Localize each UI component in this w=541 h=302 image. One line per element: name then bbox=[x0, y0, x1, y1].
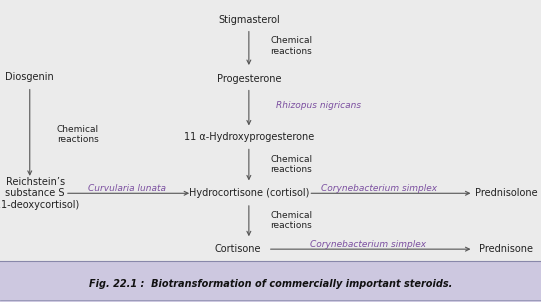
Text: Fig. 22.1 :  Biotransformation of commercially important steroids.: Fig. 22.1 : Biotransformation of commerc… bbox=[89, 279, 452, 289]
Text: Hydrocortisone (cortisol): Hydrocortisone (cortisol) bbox=[189, 188, 309, 198]
Text: Chemical
reactions: Chemical reactions bbox=[270, 155, 313, 174]
Text: Curvularia lunata: Curvularia lunata bbox=[88, 184, 166, 193]
Text: Stigmasterol: Stigmasterol bbox=[218, 14, 280, 25]
Bar bbox=[0, 261, 541, 302]
Text: Progesterone: Progesterone bbox=[216, 73, 281, 84]
Text: Corynebacterium simplex: Corynebacterium simplex bbox=[321, 184, 437, 193]
Text: Reichstein’s
substance S
(11-deoxycortisol): Reichstein’s substance S (11-deoxycortis… bbox=[0, 177, 80, 210]
Text: Corynebacterium simplex: Corynebacterium simplex bbox=[310, 239, 426, 249]
Text: Chemical
reactions: Chemical reactions bbox=[57, 125, 99, 144]
Text: Diosgenin: Diosgenin bbox=[5, 72, 54, 82]
Text: Prednisone: Prednisone bbox=[479, 244, 533, 254]
Text: Cortisone: Cortisone bbox=[215, 244, 261, 254]
Text: Prednisolone: Prednisolone bbox=[474, 188, 537, 198]
Text: Rhizopus nigricans: Rhizopus nigricans bbox=[276, 101, 361, 110]
Text: 11 α-Hydroxyprogesterone: 11 α-Hydroxyprogesterone bbox=[184, 132, 314, 143]
Text: Chemical
reactions: Chemical reactions bbox=[270, 211, 313, 230]
Text: Chemical
reactions: Chemical reactions bbox=[270, 36, 313, 56]
